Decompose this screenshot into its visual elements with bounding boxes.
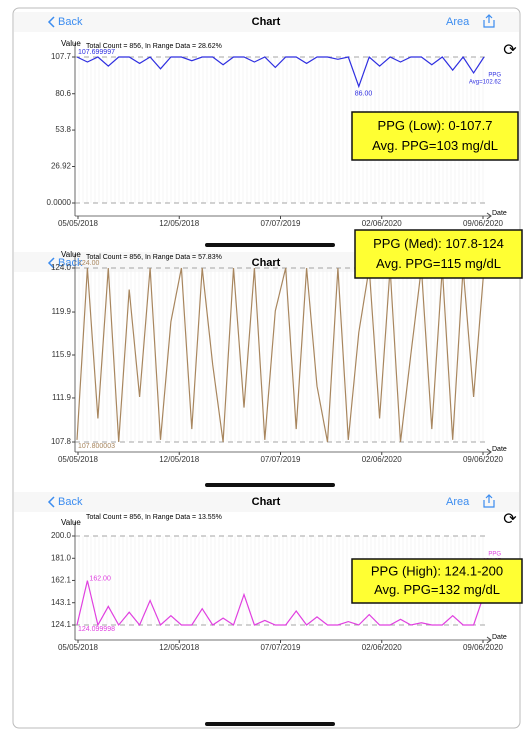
- x-tick-label: 09/06/2020: [463, 455, 504, 464]
- x-arrow: [486, 636, 492, 644]
- x-tick-label: 02/06/2020: [362, 219, 403, 228]
- nav-title: Chart: [252, 496, 281, 508]
- back-button[interactable]: Back: [58, 257, 83, 269]
- y-tick-label: 119.9: [52, 307, 72, 316]
- info-box-text: Avg. PPG=115 mg/dL: [376, 256, 501, 271]
- x-axis-label: Date: [492, 210, 507, 217]
- x-tick-label: 12/05/2018: [159, 455, 200, 464]
- y-tick-label: 0.0000: [47, 198, 72, 207]
- x-tick-label: 05/05/2018: [58, 455, 99, 464]
- y-tick-label: 115.9: [52, 350, 72, 359]
- x-arrow: [486, 212, 492, 220]
- min-label: 86.00: [355, 90, 373, 97]
- home-indicator: [205, 483, 335, 487]
- info-box-text: Avg. PPG=132 mg/dL: [374, 582, 500, 597]
- y-tick-label: 80.6: [55, 89, 71, 98]
- info-box: [351, 111, 519, 161]
- x-tick-label: 09/06/2020: [463, 643, 504, 652]
- x-tick-label: 07/07/2019: [260, 643, 301, 652]
- nav-bar: [14, 492, 519, 512]
- back-chevron: [47, 16, 55, 28]
- data-line: [76, 580, 485, 627]
- back-button[interactable]: Back: [58, 16, 83, 28]
- min-label: 124.099998: [78, 626, 115, 633]
- area-button[interactable]: Area: [446, 16, 470, 28]
- max-label: 162.00: [89, 575, 111, 582]
- y-tick-label: 143.1: [51, 598, 72, 607]
- x-tick-label: 05/05/2018: [58, 643, 99, 652]
- y-tick-label: 181.0: [51, 553, 72, 562]
- subtitle: Total Count = 856, In Range Data = 57.83…: [86, 254, 222, 261]
- avg-label: Avg=102.62: [469, 80, 502, 86]
- area-button[interactable]: Area: [446, 496, 470, 508]
- info-box-text: PPG (Low): 0-107.7: [378, 118, 493, 133]
- y-tick-label: 124.1: [51, 620, 72, 629]
- data-line: [76, 267, 485, 443]
- subtitle: Total Count = 856, In Range Data = 28.62…: [86, 43, 222, 50]
- home-indicator: [205, 243, 335, 247]
- y-tick-label: 107.8: [51, 437, 72, 446]
- x-tick-label: 07/07/2019: [260, 455, 301, 464]
- nav-title: Chart: [252, 16, 281, 28]
- refresh-icon[interactable]: ⟳: [503, 42, 517, 59]
- legend-name: PPG: [488, 552, 501, 558]
- y-tick-label: 124.0: [51, 263, 72, 272]
- info-box: [354, 229, 523, 279]
- home-indicator: [205, 722, 335, 726]
- x-tick-label: 02/06/2020: [362, 455, 403, 464]
- x-axis-label: Date: [492, 446, 507, 453]
- x-tick-label: 09/06/2020: [463, 219, 504, 228]
- max-label: 124.00: [78, 260, 100, 267]
- y-axis-label: Value: [61, 39, 81, 48]
- y-tick-label: 53.8: [55, 125, 71, 134]
- min-label: 107.800003: [78, 443, 115, 450]
- y-tick-label: 107.7: [51, 52, 72, 61]
- info-box-text: PPG (Med): 107.8-124: [373, 236, 504, 251]
- frame: [12, 7, 521, 729]
- nav-title: Chart: [252, 257, 281, 269]
- share-icon[interactable]: [483, 14, 495, 28]
- y-tick-label: 111.9: [52, 393, 71, 402]
- data-line: [76, 55, 485, 89]
- back-button[interactable]: Back: [58, 496, 83, 508]
- subtitle: Total Count = 856, In Range Data = 13.55…: [86, 514, 222, 521]
- x-tick-label: 05/05/2018: [58, 219, 99, 228]
- y-tick-label: 162.1: [51, 576, 72, 585]
- refresh-icon[interactable]: ⟳: [503, 511, 517, 528]
- info-box-text: PPG (High): 124.1-200: [371, 564, 503, 579]
- x-tick-label: 07/07/2019: [260, 219, 301, 228]
- y-tick-label: 26.92: [51, 162, 72, 171]
- x-arrow: [486, 448, 492, 456]
- back-chevron: [47, 257, 55, 269]
- share-icon[interactable]: [483, 494, 495, 508]
- x-tick-label: 12/05/2018: [159, 219, 200, 228]
- y-axis-label: Value: [61, 250, 81, 259]
- x-axis-label: Date: [492, 634, 507, 641]
- back-chevron: [47, 496, 55, 508]
- legend-name: PPG: [488, 73, 501, 79]
- y-axis-label: Value: [61, 518, 81, 527]
- y-tick-label: 200.0: [51, 531, 72, 540]
- info-box-text: Avg. PPG=103 mg/dL: [372, 138, 498, 153]
- nav-bar: [14, 12, 519, 32]
- max-label: 107.699997: [78, 49, 115, 56]
- x-tick-label: 12/05/2018: [159, 643, 200, 652]
- info-box: [351, 558, 523, 604]
- x-tick-label: 02/06/2020: [362, 643, 403, 652]
